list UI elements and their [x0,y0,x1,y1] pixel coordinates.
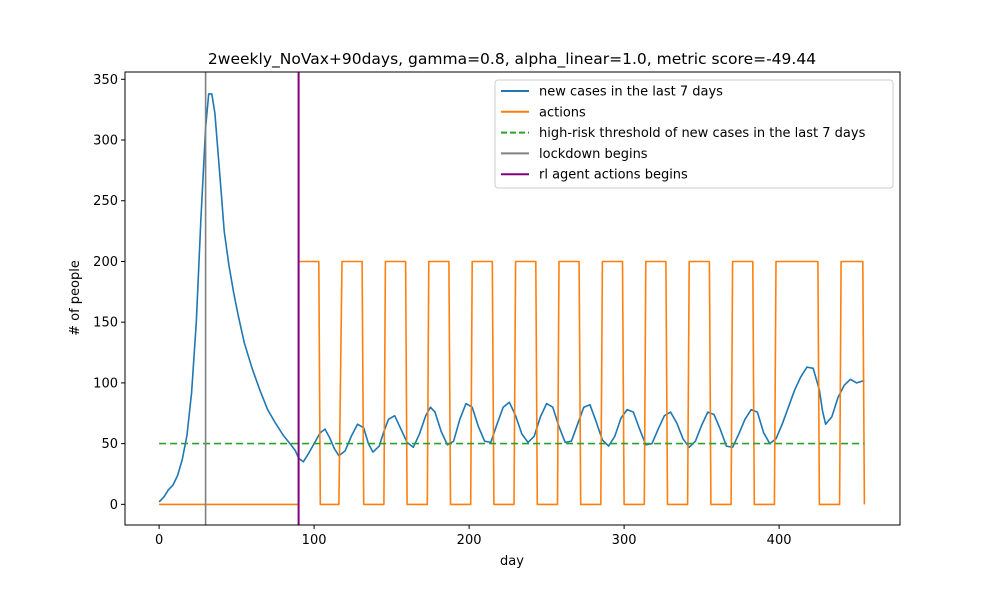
legend: new cases in the last 7 days actions high-… [494,79,894,189]
x-tick-label-1: 100 [302,533,327,548]
series-line-1 [159,260,866,506]
legend-box [494,79,894,189]
x-tick-label-0: 0 [155,533,163,548]
y-tick-label-6: 300 [93,134,118,149]
y-tick-label-0: 0 [110,498,118,513]
x-tick-label-3: 300 [612,533,637,548]
legend-label-0: new cases in the last 7 days [539,85,723,100]
y-tick-label-2: 100 [93,376,118,391]
axis-ticks: 0 100 200 300 400 0 50 100 150 200 250 300 350 [93,73,791,548]
y-axis-label: # of people [68,260,83,336]
legend-label-4: rl agent actions begins [539,168,688,183]
x-tick-label-4: 400 [767,533,792,548]
plot-frame [124,71,901,526]
y-tick-label-5: 250 [93,194,118,209]
legend-label-2: high-risk threshold of new cases in the … [539,126,866,141]
y-tick-label-7: 350 [93,73,118,88]
y-tick-label-4: 200 [93,255,118,270]
y-tick-label-1: 50 [101,437,118,452]
y-tick-label-3: 150 [93,316,118,331]
plot-lines [158,72,866,525]
chart-title: 2weekly_NoVax+90days, gamma=0.8, alpha_l… [208,50,816,69]
legend-label-3: lockdown begins [539,147,648,162]
legend-label-1: actions [539,105,586,120]
x-axis-label: day [500,554,524,569]
series-line-0 [158,93,865,503]
x-tick-label-2: 200 [457,533,482,548]
